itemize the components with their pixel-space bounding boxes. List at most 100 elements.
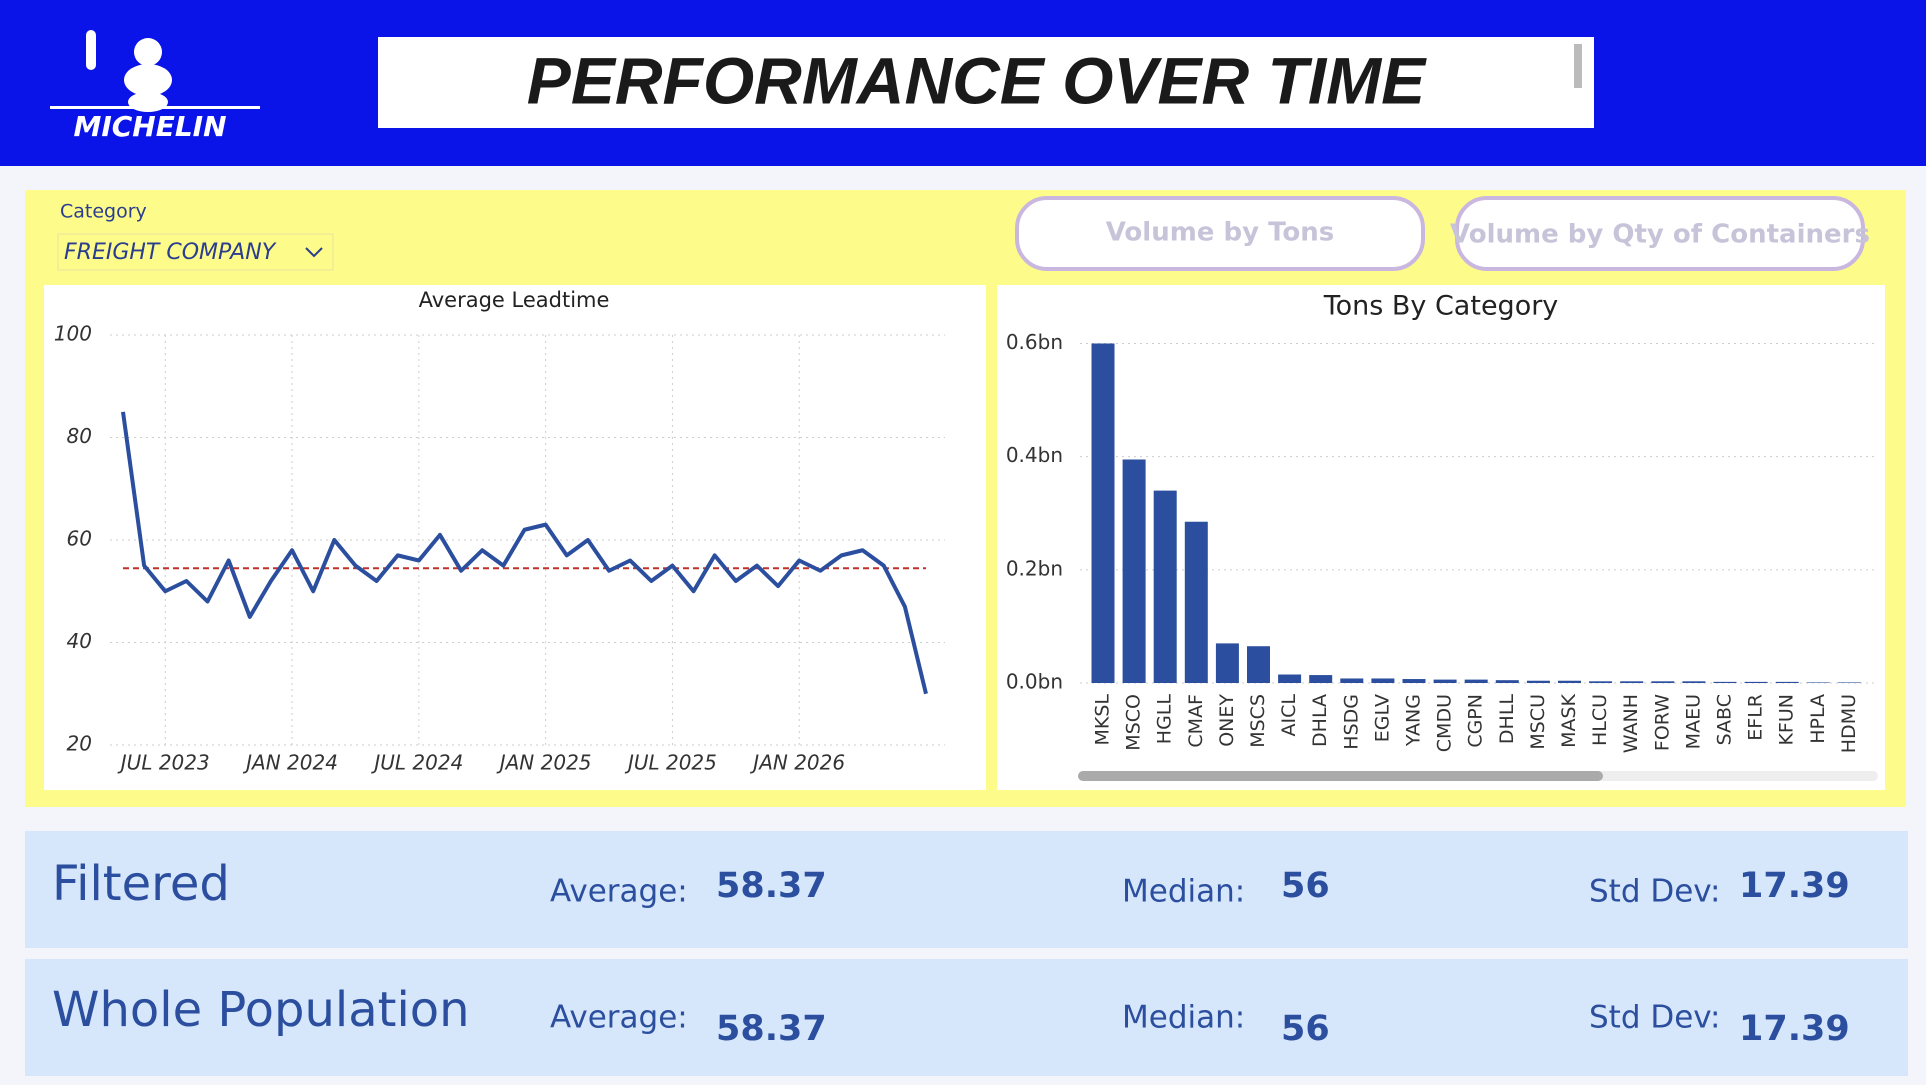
bar: [1806, 682, 1830, 683]
bar: [1589, 681, 1613, 683]
x-tick-label: WANH: [1620, 694, 1642, 753]
button[interactable]: [1455, 196, 1865, 271]
stats-label: Filtered: [52, 856, 230, 912]
title-cursor: [1574, 44, 1582, 88]
bar: [1651, 681, 1675, 683]
dropdown-arrow: [305, 247, 323, 258]
x-tick-label: HPLA: [1807, 694, 1829, 744]
y-tick-label: 0.0bn: [1006, 670, 1063, 694]
x-tick-label: DHLL: [1496, 694, 1518, 745]
bar: [1558, 680, 1581, 683]
bar: [1464, 679, 1488, 683]
button-label[interactable]: Volume by Qty of Containers: [1450, 220, 1870, 250]
filter-label: Category: [60, 201, 147, 223]
bar: [1775, 681, 1799, 683]
stat-label: Median:: [1122, 874, 1245, 910]
x-tick-label: CMAF: [1185, 694, 1207, 748]
filter-dropdown[interactable]: [57, 233, 334, 271]
stat-label: Average:: [550, 874, 688, 910]
bar: [1184, 521, 1208, 683]
line-chart-panel: [44, 285, 986, 790]
x-tick-label: AICL: [1278, 694, 1300, 737]
bar: [1309, 675, 1333, 683]
bar: [1340, 678, 1364, 683]
x-tick-label: ONEY: [1216, 694, 1238, 747]
chart-title: Average Leadtime: [419, 288, 610, 312]
x-tick-label: CMDU: [1434, 694, 1456, 752]
x-tick-label: MSCU: [1527, 694, 1549, 750]
x-tick-label: MKSL: [1092, 694, 1114, 746]
x-tick-label: EFLR: [1745, 694, 1767, 741]
bar: [1247, 646, 1270, 683]
button[interactable]: [1015, 196, 1425, 271]
x-tick-label: JUL 2025: [624, 751, 717, 775]
x-tick-label: JUL 2023: [117, 751, 210, 775]
bar: [1402, 679, 1426, 683]
chart-title: Tons By Category: [1323, 291, 1559, 322]
stat-value: 58.37: [716, 1009, 827, 1049]
stat-label: Std Dev:: [1589, 1000, 1720, 1036]
x-tick-label: JAN 2026: [749, 751, 845, 775]
x-tick-label: EGLV: [1371, 694, 1393, 742]
x-tick-label: HLCU: [1589, 694, 1611, 746]
scrollbar-thumb[interactable]: [1078, 771, 1603, 781]
y-tick-label: 20: [67, 732, 92, 756]
filter-value[interactable]: FREIGHT COMPANY: [64, 240, 277, 265]
x-tick-label: SABC: [1714, 694, 1736, 745]
y-tick-label: 0.4bn: [1006, 443, 1063, 467]
x-tick-label: JAN 2024: [242, 751, 338, 775]
bar: [1371, 678, 1395, 683]
x-tick-label: JAN 2025: [496, 751, 592, 775]
stat-label: Median:: [1122, 1000, 1245, 1036]
stat-value: 56: [1281, 1009, 1330, 1049]
stat-value: 56: [1281, 866, 1330, 906]
x-tick-label: YANG: [1403, 694, 1425, 747]
x-tick-label: MSCS: [1247, 694, 1269, 748]
x-tick-label: FORW: [1651, 694, 1673, 751]
y-tick-label: 0.2bn: [1006, 556, 1063, 580]
button-label[interactable]: Volume by Tons: [1106, 218, 1335, 248]
logo-text: MICHELIN: [73, 110, 226, 143]
bar: [1153, 490, 1177, 683]
bar: [1620, 681, 1644, 683]
y-tick-label: 40: [67, 629, 92, 653]
y-tick-label: 0.6bn: [1006, 330, 1063, 354]
stat-value: 17.39: [1739, 866, 1850, 906]
x-tick-label: MAEU: [1682, 694, 1704, 749]
x-tick-label: HDMU: [1838, 694, 1860, 753]
x-tick-label: CGPN: [1465, 694, 1487, 748]
stats-row: [25, 831, 1908, 948]
y-tick-label: 60: [67, 527, 92, 551]
bar: [1278, 674, 1302, 683]
stat-value: 58.37: [716, 866, 827, 906]
bar: [1122, 459, 1146, 683]
stats-label: Whole Population: [52, 982, 470, 1038]
x-tick-label: MASK: [1558, 693, 1580, 747]
title-box: [378, 37, 1594, 128]
x-tick-label: HGLL: [1154, 694, 1176, 745]
bar: [1744, 681, 1768, 683]
logo-figure: [50, 30, 260, 112]
stats-row: [25, 959, 1908, 1076]
y-tick-label: 80: [67, 424, 92, 448]
bar: [1215, 643, 1239, 683]
bar: [1837, 682, 1861, 683]
y-tick-label: 100: [54, 322, 92, 346]
x-tick-label: MSCO: [1123, 694, 1145, 751]
x-tick-label: HSDG: [1340, 694, 1362, 750]
bar: [1433, 679, 1457, 683]
bar: [1526, 680, 1550, 683]
bar: [1091, 343, 1115, 683]
line-series: [121, 411, 928, 695]
x-tick-label: JUL 2024: [370, 751, 463, 775]
page-title: PERFORMANCE OVER TIME: [527, 43, 1427, 117]
bar: [1682, 681, 1706, 683]
bar: [1495, 680, 1519, 683]
stat-value: 17.39: [1739, 1009, 1850, 1049]
x-tick-label: DHLA: [1309, 694, 1331, 747]
x-tick-label: KFUN: [1776, 694, 1798, 746]
stat-label: Average:: [550, 1000, 688, 1036]
bar: [1713, 681, 1737, 683]
